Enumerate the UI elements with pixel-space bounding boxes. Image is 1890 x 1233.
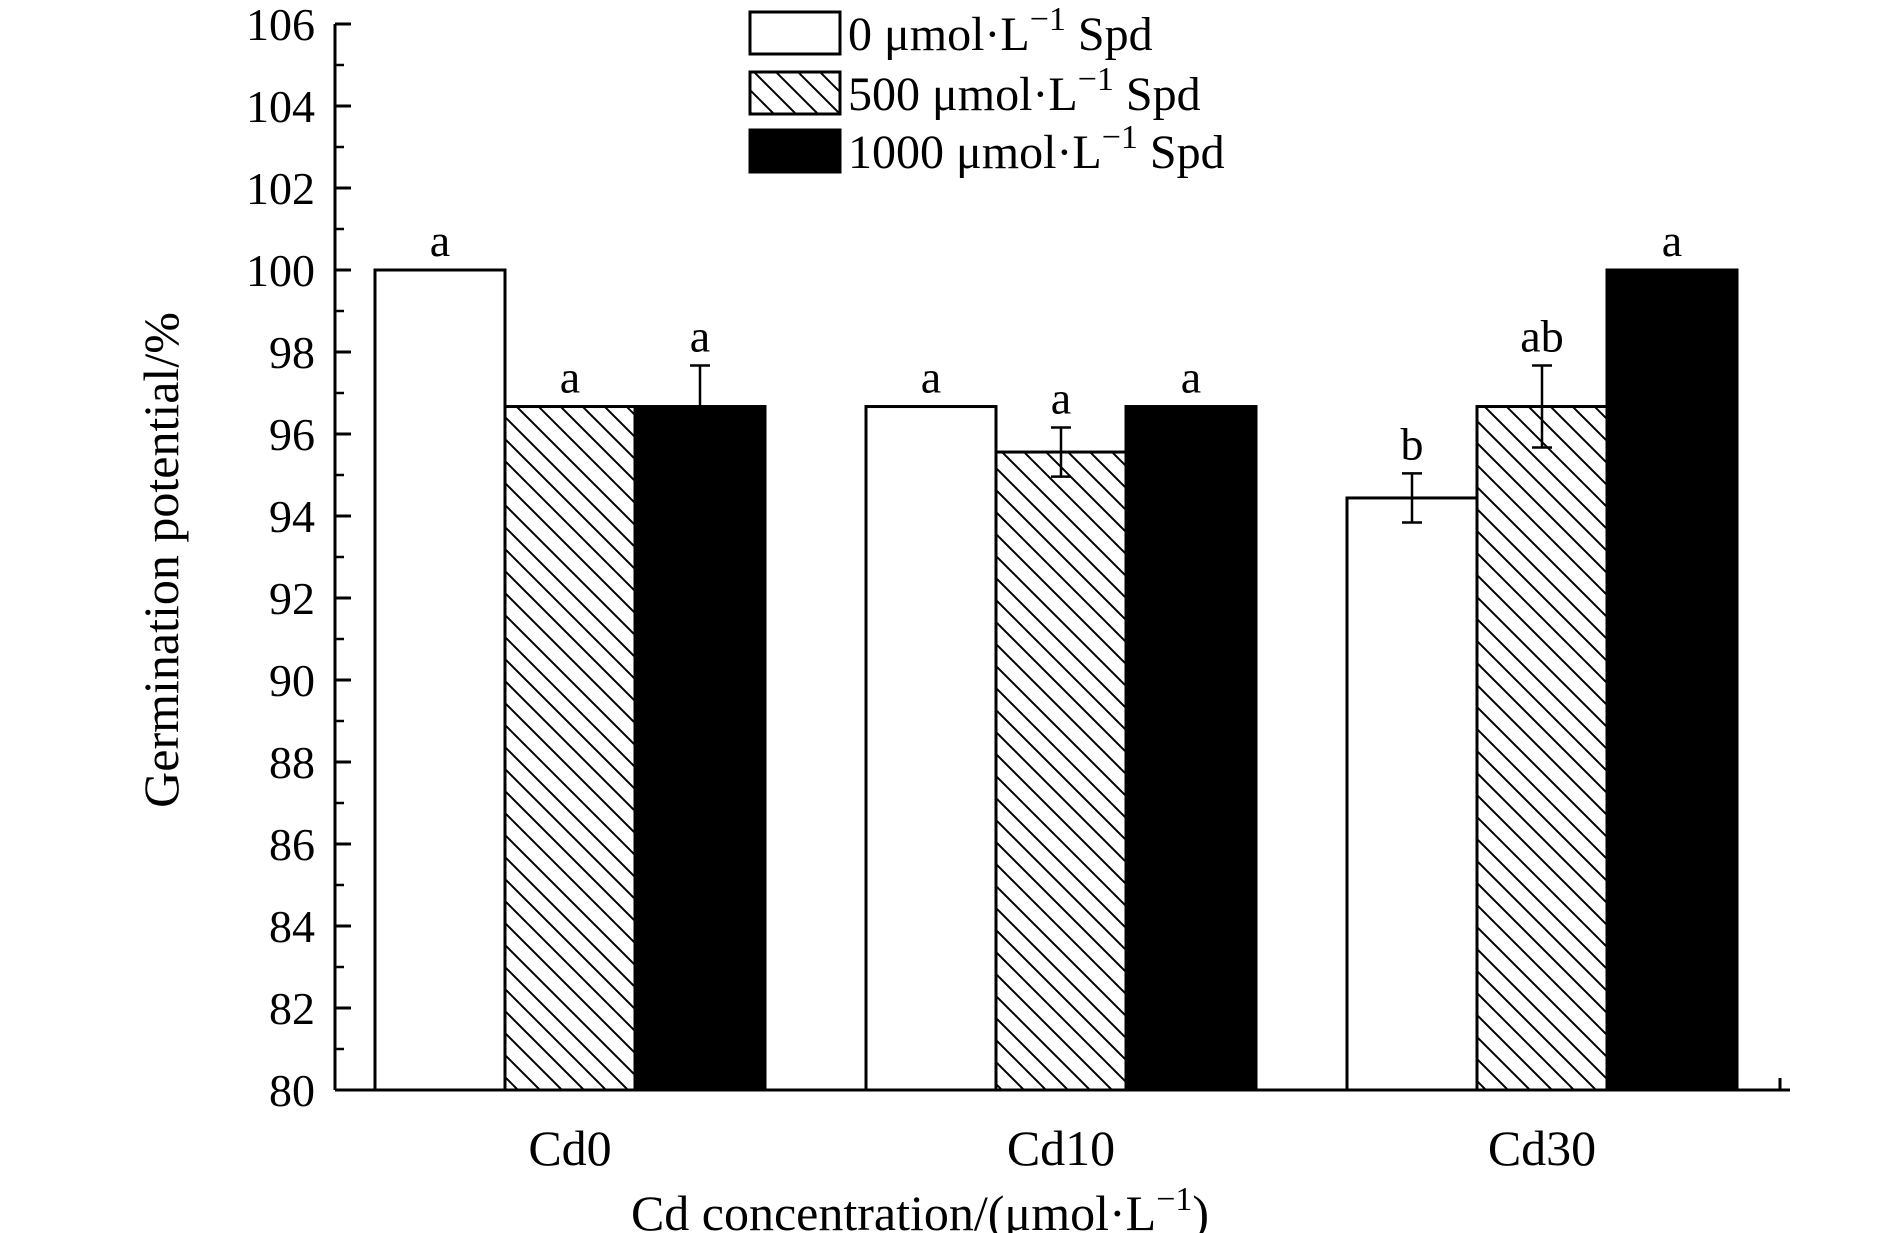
y-tick-label: 92 (269, 573, 315, 624)
y-tick-label: 106 (246, 0, 315, 50)
legend-entry-end: Spd (1114, 68, 1201, 121)
significance-label: a (690, 311, 710, 362)
bar (994, 450, 1128, 1092)
bar (503, 405, 637, 1092)
y-tick-label: 88 (269, 737, 315, 788)
legend-swatch (748, 128, 842, 174)
x-tick-label: Cd0 (528, 1120, 611, 1176)
bar (1345, 496, 1479, 1092)
legend-entry: 0 μmol·L−1 Spd (848, 1, 1153, 61)
y-tick-label: 86 (269, 819, 315, 870)
y-tick-label: 100 (246, 245, 315, 296)
bar (864, 405, 998, 1092)
significance-label: a (430, 215, 450, 266)
x-axis-label-sup: −1 (1156, 1181, 1192, 1218)
legend-entry-sup: −1 (1102, 119, 1138, 156)
y-tick-label: 90 (269, 655, 315, 706)
significance-label: a (1181, 352, 1201, 403)
significance-label: a (1051, 372, 1071, 423)
y-tick-label: 80 (269, 1065, 315, 1116)
x-axis-label-main: Cd concentration/(μmol·L (631, 1185, 1156, 1233)
significance-label: a (560, 352, 580, 403)
legend-swatch (748, 10, 842, 56)
legend-entry: 1000 μmol·L−1 Spd (848, 119, 1225, 179)
x-tick-label: Cd30 (1488, 1120, 1596, 1176)
significance-label: b (1401, 418, 1424, 469)
legend-swatch (748, 70, 842, 116)
legend-entry-end: Spd (1138, 126, 1225, 179)
bar (373, 268, 507, 1092)
bar (633, 405, 767, 1092)
x-tick-label: Cd10 (1007, 1120, 1115, 1176)
significance-label: a (921, 352, 941, 403)
bar (1124, 405, 1258, 1092)
significance-label: ab (1520, 311, 1563, 362)
legend-entry-sup: −1 (1078, 61, 1114, 98)
significance-label: a (1662, 215, 1682, 266)
y-tick-label: 84 (269, 901, 315, 952)
bar (1475, 405, 1609, 1092)
legend-entry-end: Spd (1066, 8, 1153, 61)
x-axis-label-end: ) (1192, 1185, 1209, 1233)
legend-entry-name: 500 μmol·L (848, 68, 1078, 121)
x-axis-label: Cd concentration/(μmol·L−1) (631, 1181, 1209, 1233)
legend-entry-name: 1000 μmol·L (848, 126, 1102, 179)
legend-entry-name: 0 μmol·L (848, 8, 1030, 61)
bar (1605, 268, 1739, 1092)
legend-entry-sup: −1 (1030, 1, 1066, 38)
legend-entry: 500 μmol·L−1 Spd (848, 61, 1201, 121)
y-tick-label: 94 (269, 491, 315, 542)
y-tick-label: 98 (269, 327, 315, 378)
y-tick-label: 82 (269, 983, 315, 1034)
y-tick-label: 102 (246, 163, 315, 214)
y-tick-label: 96 (269, 409, 315, 460)
y-axis-label: Germination potential/% (133, 312, 189, 808)
y-tick-label: 104 (246, 81, 315, 132)
